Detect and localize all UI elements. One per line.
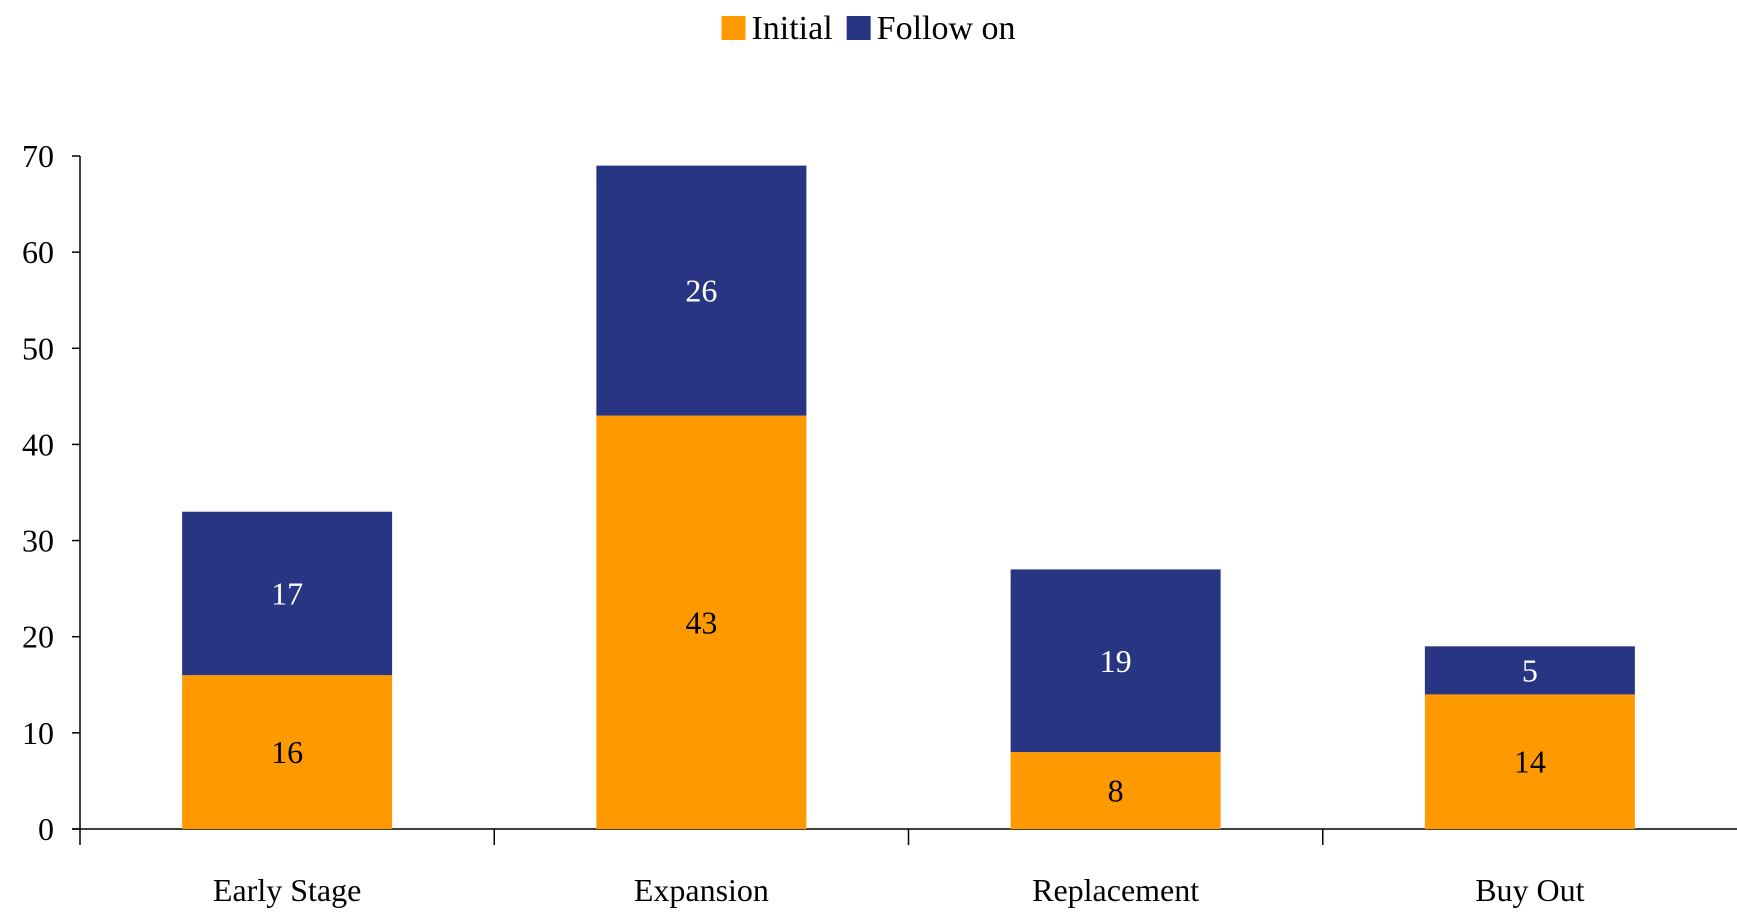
bar-segment xyxy=(1010,569,1221,753)
x-tick-label: Expansion xyxy=(634,872,769,908)
data-label: 26 xyxy=(685,273,717,309)
bar-segment xyxy=(596,165,807,416)
y-tick-label: 50 xyxy=(22,330,54,366)
data-label: 8 xyxy=(1108,773,1124,809)
bar-segment xyxy=(1424,694,1635,829)
y-tick-label: 30 xyxy=(22,523,54,559)
bar-segment xyxy=(596,415,807,829)
y-tick-label: 20 xyxy=(22,619,54,655)
data-label: 43 xyxy=(685,604,717,640)
legend-swatch xyxy=(721,16,746,40)
data-label: 5 xyxy=(1522,652,1538,688)
bar-segment xyxy=(182,511,393,676)
data-label: 17 xyxy=(271,575,303,611)
y-tick-label: 60 xyxy=(22,234,54,270)
data-labels: 16 17 43 26 8 19 14 5 xyxy=(271,273,1546,809)
legend-item: Initial xyxy=(721,10,833,47)
data-label: 19 xyxy=(1100,643,1132,679)
legend-label: Follow on xyxy=(877,10,1016,47)
bar-segment xyxy=(182,675,393,829)
legend: Initial Follow on xyxy=(721,10,1016,47)
bar-segment xyxy=(1010,752,1221,829)
y-tick-label: 0 xyxy=(38,811,54,847)
legend-item: Follow on xyxy=(846,10,1016,47)
x-tick-label: Buy Out xyxy=(1475,872,1584,908)
x-tick-label: Early Stage xyxy=(213,872,361,908)
x-tick-label: Replacement xyxy=(1032,872,1199,908)
legend-label: Initial xyxy=(751,10,832,47)
bar-segment xyxy=(1424,646,1635,695)
y-tick-label: 70 xyxy=(22,138,54,174)
axes: 0 10 20 30 40 50 60 70 Early Stage Expansion Repla… xyxy=(22,138,1737,908)
y-tick-label: 40 xyxy=(22,426,54,462)
legend-swatch xyxy=(846,16,871,40)
y-tick-label: 10 xyxy=(22,715,54,751)
data-label: 16 xyxy=(271,734,303,770)
bars xyxy=(182,165,1635,829)
data-label: 14 xyxy=(1514,744,1546,780)
